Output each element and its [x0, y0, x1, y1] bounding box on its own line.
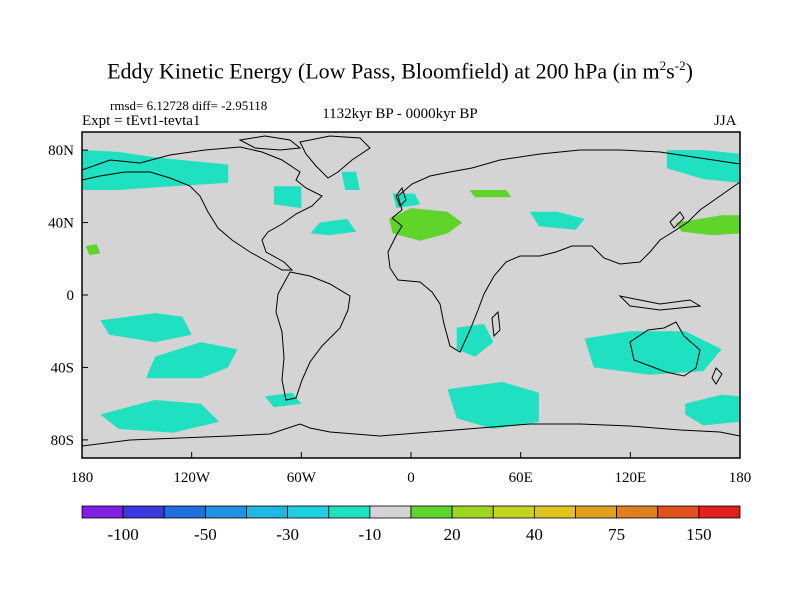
- title-main: Eddy Kinetic Energy (Low Pass, Bloomfiel…: [107, 58, 660, 84]
- colorbar-label-5: 40: [526, 525, 543, 544]
- region-positive-15: [389, 208, 463, 241]
- y-tick-label-2: 0: [67, 288, 75, 304]
- colorbar-box-2: [163, 505, 206, 519]
- region-negative-5: [529, 211, 585, 230]
- experiment-label: Expt = tEvt1-tevta1: [82, 113, 201, 129]
- region-negative-13: [264, 392, 302, 408]
- coast-arctic-islands: [238, 135, 302, 151]
- colorbar-box-1: [122, 505, 165, 519]
- region-negative-2: [273, 186, 302, 209]
- region-negative-11: [584, 331, 722, 375]
- region-negative-7: [146, 342, 238, 379]
- title-close: ): [685, 58, 693, 84]
- coast-greenland: [299, 135, 371, 179]
- y-tick-label-0: 80N: [48, 143, 74, 159]
- y-axis: 80N 40N 0 40S 80S: [48, 143, 88, 449]
- colorbar-box-6: [328, 505, 371, 519]
- title-s: s: [666, 58, 675, 84]
- region-positive-16: [469, 190, 512, 198]
- region-negative-3: [310, 218, 357, 236]
- colorbar-label-0: -100: [108, 525, 139, 544]
- region-positive-18: [85, 244, 101, 256]
- coast-australia: [629, 321, 701, 377]
- coast-antarctica: [82, 423, 740, 447]
- colorbar-box-13: [616, 505, 659, 519]
- colorbar: -100 -50 -30 -10 20 40 75 150: [81, 505, 741, 544]
- stats-text: rmsd= 6.12728 diff= -2.95118: [110, 98, 268, 113]
- region-negative-4: [341, 171, 360, 190]
- colorbar-label-3: -10: [359, 525, 382, 544]
- y-tick-label-3: 40S: [51, 360, 74, 376]
- region-negative-12: [685, 394, 740, 426]
- season-label: JJA: [714, 113, 737, 129]
- region-negative-9: [456, 324, 494, 357]
- region-positive-17: [676, 215, 740, 236]
- coast-north-america: [82, 146, 323, 271]
- coast-south-america: [275, 271, 351, 401]
- colorbar-box-9: [451, 505, 494, 519]
- coast-madagascar: [491, 310, 501, 338]
- x-tick-label-2: 60W: [287, 470, 317, 486]
- colorbar-box-4: [246, 505, 289, 519]
- y-tick-label-4: 80S: [51, 433, 74, 449]
- colorbar-box-12: [575, 505, 618, 519]
- colorbar-label-2: -30: [276, 525, 299, 544]
- colorbar-label-7: 150: [686, 525, 712, 544]
- region-negative-6: [100, 313, 192, 343]
- colorbar-box-14: [657, 505, 700, 519]
- chart-title: Eddy Kinetic Energy (Low Pass, Bloomfiel…: [0, 58, 800, 84]
- colorbar-box-15: [698, 505, 741, 519]
- x-tick-label-4: 60E: [509, 470, 533, 486]
- colorbar-box-11: [533, 505, 576, 519]
- colorbar-box-7: [369, 505, 412, 519]
- x-tick-label-0: 180: [71, 470, 94, 486]
- x-tick-label-3: 0: [407, 470, 415, 486]
- region-negative-1: [666, 150, 740, 183]
- colorbar-box-5: [287, 505, 330, 519]
- x-tick-label-6: 180: [729, 470, 752, 486]
- title-superscript-2: 2: [659, 58, 667, 73]
- anomaly-regions: [82, 150, 740, 433]
- title-superscript-minus-2: -2: [674, 58, 686, 73]
- coast-britain: [395, 186, 407, 207]
- x-tick-label-1: 120W: [173, 470, 211, 486]
- coast-new-zealand: [711, 367, 723, 385]
- colorbar-box-0: [81, 505, 124, 519]
- region-negative-10: [447, 381, 539, 429]
- colorbar-box-10: [492, 505, 535, 519]
- region-negative-0: [82, 150, 229, 190]
- colorbar-label-4: 20: [444, 525, 461, 544]
- coast-indonesia: [618, 295, 702, 311]
- coast-eurasia-africa: [387, 149, 740, 353]
- x-axis: 180 120W 60W 0 60E 120E 180: [71, 452, 752, 486]
- y-tick-label-1: 40N: [48, 216, 74, 232]
- colorbar-label-1: -50: [194, 525, 217, 544]
- coastlines: [82, 135, 740, 447]
- x-tick-label-5: 120E: [614, 470, 646, 486]
- colorbar-box-3: [204, 505, 247, 519]
- coast-japan: [669, 211, 685, 229]
- colorbar-label-6: 75: [608, 525, 625, 544]
- region-negative-8: [100, 400, 220, 433]
- period-label: 1132kyr BP - 0000kyr BP: [322, 106, 478, 122]
- colorbar-box-8: [410, 505, 453, 519]
